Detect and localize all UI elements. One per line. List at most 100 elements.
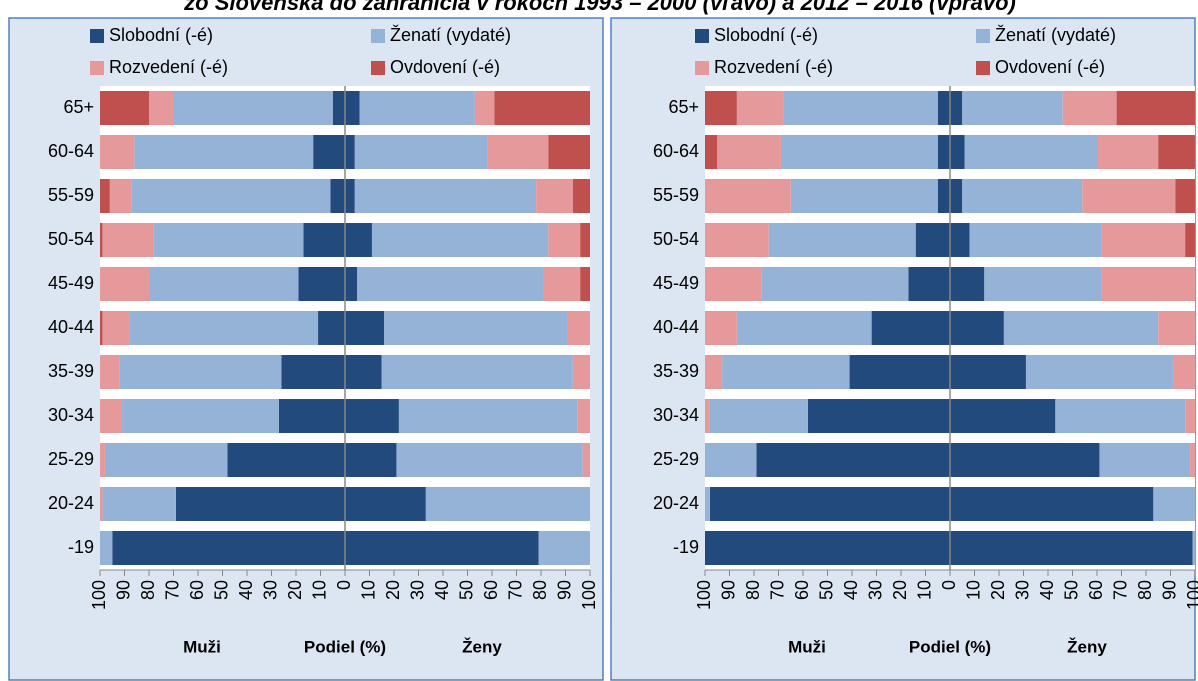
bar-men [717, 135, 781, 169]
bar-women [950, 311, 1004, 345]
x-tick-label: 60 [1086, 580, 1106, 600]
x-tick-label: 40 [432, 580, 452, 600]
bar-women [345, 179, 355, 213]
x-tick-label: 80 [530, 580, 550, 600]
bar-women [1172, 355, 1195, 389]
legend-label: Rozvedení (-é) [714, 57, 833, 77]
bar-women [354, 135, 488, 169]
bar-men [100, 267, 149, 301]
bar-men [705, 135, 718, 169]
y-tick-label: 30-34 [653, 405, 699, 425]
bar-men [131, 179, 331, 213]
bar-women [538, 531, 590, 565]
x-tick-label: 70 [505, 580, 525, 600]
bar-women [345, 487, 426, 521]
bar-men [937, 135, 950, 169]
y-tick-label: 65+ [668, 97, 699, 117]
bar-men [100, 531, 113, 565]
bar-men [937, 179, 950, 213]
x-tick-label: 90 [554, 580, 574, 600]
legend-swatch [976, 29, 990, 43]
bar-men [871, 311, 950, 345]
bar-women [345, 531, 539, 565]
bar-women [950, 267, 985, 301]
x-tick-label: 60 [187, 580, 207, 600]
x-tick-label: 90 [113, 580, 133, 600]
bar-men [100, 443, 105, 477]
y-tick-label: 60-64 [653, 141, 699, 161]
bar-women [950, 91, 963, 125]
bar-men [790, 179, 938, 213]
legend-swatch [90, 29, 104, 43]
bar-men [783, 91, 938, 125]
x-tick-label: 50 [816, 580, 836, 600]
bar-women [950, 487, 1154, 521]
x-axis-label: Podiel (%) [304, 637, 386, 656]
x-tick-label: 70 [767, 580, 787, 600]
bar-men [705, 487, 710, 521]
legend-swatch [371, 29, 385, 43]
legend-label: Ovdovení (-é) [390, 57, 500, 77]
bar-women [1153, 487, 1195, 521]
bar-men [100, 135, 135, 169]
x-tick-label: 20 [890, 580, 910, 600]
bar-women [580, 267, 590, 301]
bar-women [354, 179, 537, 213]
bar-women [572, 355, 590, 389]
x-tick-label: 10 [963, 580, 983, 600]
bar-women [1158, 311, 1195, 345]
bar-women [371, 223, 549, 257]
x-tick-label: 40 [1037, 580, 1057, 600]
bar-men [102, 311, 130, 345]
bar-women [345, 135, 355, 169]
bar-women [962, 179, 1083, 213]
bar-men [313, 135, 345, 169]
bar-women [950, 443, 1100, 477]
bar-men [102, 487, 176, 521]
bar-men [705, 531, 950, 565]
bar-women [384, 311, 568, 345]
bar-women [548, 223, 581, 257]
bar-women [572, 179, 590, 213]
y-tick-label: 50-54 [48, 229, 94, 249]
bar-men [705, 223, 769, 257]
bar-men [722, 355, 850, 389]
x-axis-label: Podiel (%) [909, 637, 991, 656]
bar-women [964, 135, 1097, 169]
right-axis-label: Ženy [462, 637, 502, 656]
bar-men [100, 223, 103, 257]
bar-women [969, 223, 1102, 257]
bar-women [345, 91, 360, 125]
x-tick-label: 10 [358, 580, 378, 600]
bar-men [330, 179, 345, 213]
bar-men [100, 355, 120, 389]
bar-men [318, 311, 345, 345]
bar-women [950, 399, 1056, 433]
legend-swatch [371, 61, 385, 75]
x-tick-label: 100 [694, 580, 714, 610]
bar-women [345, 267, 358, 301]
x-tick-label: 50 [211, 580, 231, 600]
bar-men [109, 179, 132, 213]
bar-women [567, 311, 590, 345]
bar-women [1062, 91, 1117, 125]
bar-men [281, 355, 345, 389]
bar-men [129, 311, 319, 345]
x-tick-label: 100 [1184, 580, 1198, 610]
x-tick-label: 50 [456, 580, 476, 600]
y-tick-label: 35-39 [653, 361, 699, 381]
bar-women [1082, 179, 1176, 213]
y-tick-label: 45-49 [653, 273, 699, 293]
bar-men [173, 91, 333, 125]
x-tick-label: 90 [1159, 580, 1179, 600]
bar-women [950, 135, 965, 169]
x-tick-label: 60 [792, 580, 812, 600]
bar-women [984, 267, 1102, 301]
bar-men [102, 223, 154, 257]
bar-men [227, 443, 345, 477]
bar-women [536, 179, 573, 213]
bar-women [1025, 355, 1173, 389]
bar-women [543, 267, 581, 301]
bar-men [100, 179, 110, 213]
